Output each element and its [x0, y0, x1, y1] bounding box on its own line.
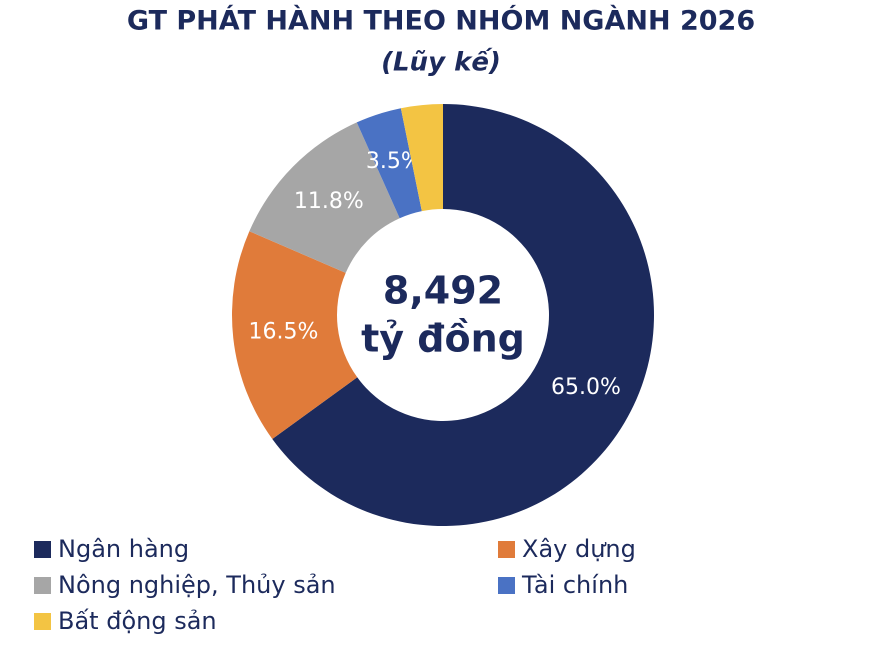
chart-subtitle: (Lũy kế)	[381, 47, 501, 78]
slice-label: 11.8%	[294, 189, 364, 214]
legend-swatch	[498, 541, 515, 558]
pie-slice	[232, 231, 358, 440]
legend-swatch	[34, 577, 51, 594]
legend-label: Ngân hàng	[58, 535, 189, 563]
center-text: tỷ đồng	[361, 317, 525, 361]
pie-slice	[272, 104, 654, 526]
slice-label: 16.5%	[249, 320, 319, 345]
legend-swatch	[34, 541, 51, 558]
legend-label: Xây dựng	[522, 535, 636, 563]
chart-title: GT PHÁT HÀNH THEO NHÓM NGÀNH 2026	[127, 5, 755, 37]
pie-slice	[400, 104, 443, 212]
pie-slice	[356, 108, 422, 219]
legend-swatch	[498, 577, 515, 594]
center-text: 8,492	[383, 269, 503, 313]
legend-label: Tài chính	[521, 571, 628, 599]
legend-label: Bất động sản	[58, 607, 217, 635]
legend-swatch	[34, 613, 51, 630]
pie-slice	[249, 122, 400, 273]
legend-label: Nông nghiệp, Thủy sản	[58, 571, 336, 599]
slice-label: 65.0%	[551, 375, 621, 400]
